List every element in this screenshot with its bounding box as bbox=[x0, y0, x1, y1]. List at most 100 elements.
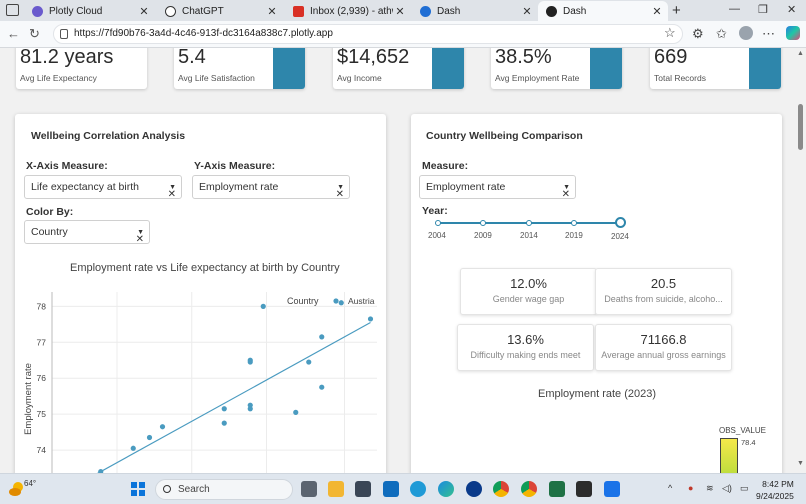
scatter-chart[interactable]: 737475767778Employment rateCountryAustri… bbox=[15, 274, 386, 473]
battery-icon[interactable]: ▭ bbox=[740, 483, 749, 493]
weather-icon[interactable] bbox=[8, 480, 26, 498]
slider-mark-label: 2009 bbox=[474, 231, 492, 240]
address-bar: ← ↻ https://7fd90b76-3a4d-4c46-913f-dc31… bbox=[0, 21, 806, 48]
chrome-icon[interactable] bbox=[493, 481, 509, 497]
bar-legend-title: OBS_VALUE bbox=[719, 426, 766, 435]
restore-icon[interactable]: ❐ bbox=[758, 4, 768, 16]
refresh-icon[interactable]: ↻ bbox=[29, 26, 40, 41]
copilot-icon[interactable] bbox=[786, 26, 800, 40]
kpi-accent-bar bbox=[749, 48, 781, 89]
clear-icon[interactable]: ✕ bbox=[561, 189, 570, 200]
close-tab-icon[interactable]: ✕ bbox=[139, 5, 149, 18]
tab-plotly-cloud[interactable]: Plotly Cloud ✕ bbox=[24, 1, 155, 21]
stat-label: Deaths from suicide, alcoho... bbox=[604, 294, 723, 304]
kpi-value: $14,652 bbox=[337, 48, 410, 68]
url-field[interactable]: https://7fd90b76-3a4d-4c46-913f-dc3164a8… bbox=[53, 24, 683, 44]
lock-icon bbox=[60, 29, 68, 39]
page-scrollbar[interactable]: ▲ ▼ bbox=[795, 48, 806, 473]
chevron-down-icon[interactable]: ▼ bbox=[337, 184, 344, 191]
extensions-icon[interactable]: ⚙ bbox=[692, 26, 704, 41]
docs-icon[interactable] bbox=[604, 481, 620, 497]
tray-overflow-icon[interactable]: ^ bbox=[668, 483, 673, 493]
tray-app-icon[interactable]: ● bbox=[688, 483, 694, 493]
chevron-down-icon[interactable]: ▼ bbox=[563, 184, 570, 191]
stat-label: Difficulty making ends meet bbox=[470, 350, 581, 360]
scroll-down-icon[interactable]: ▼ bbox=[797, 460, 804, 467]
minimize-icon[interactable]: — bbox=[729, 3, 740, 15]
clear-icon[interactable]: ✕ bbox=[335, 189, 344, 200]
y-axis-dropdown[interactable]: Employment rate ▼ ✕ bbox=[192, 175, 350, 200]
tab-actions-icon[interactable] bbox=[6, 4, 19, 16]
hp-icon[interactable] bbox=[466, 481, 482, 497]
year-slider[interactable]: 2004 2009 2014 2019 2024 bbox=[411, 214, 782, 244]
favorite-star-icon[interactable]: ☆ bbox=[664, 25, 676, 40]
kpi-accent-bar bbox=[432, 48, 464, 89]
y-tick-label: 75 bbox=[37, 409, 47, 419]
search-icon bbox=[163, 485, 171, 493]
tab-inbox[interactable]: Inbox (2,939) - athwikagad ✕ bbox=[285, 1, 411, 21]
wifi-icon[interactable]: ≋ bbox=[706, 483, 714, 493]
start-button[interactable] bbox=[131, 482, 145, 496]
close-tab-icon[interactable]: ✕ bbox=[267, 5, 277, 18]
chevron-down-icon[interactable]: ▼ bbox=[137, 229, 144, 236]
tab-dash-active[interactable]: Dash ✕ bbox=[538, 1, 668, 21]
stat-value: 20.5 bbox=[650, 276, 677, 291]
clear-icon[interactable]: ✕ bbox=[167, 189, 176, 200]
slider-mark-label: 2019 bbox=[565, 231, 583, 240]
slider-dot[interactable] bbox=[571, 220, 577, 226]
dashboard-page: 81.2 years Avg Life Expectancy 5.4 Avg L… bbox=[0, 48, 795, 473]
task-view-icon[interactable] bbox=[301, 481, 317, 497]
slider-mark-label: 2004 bbox=[428, 231, 446, 240]
store-icon[interactable] bbox=[355, 481, 371, 497]
date: 9/24/2025 bbox=[756, 491, 794, 501]
file-explorer-icon[interactable] bbox=[328, 481, 344, 497]
close-tab-icon[interactable]: ✕ bbox=[395, 5, 405, 18]
scatter-point bbox=[367, 316, 374, 322]
close-tab-icon[interactable]: ✕ bbox=[652, 5, 662, 18]
clear-icon[interactable]: ✕ bbox=[135, 234, 144, 245]
slider-handle[interactable] bbox=[615, 217, 626, 228]
tab-chatgpt[interactable]: ChatGPT ✕ bbox=[157, 1, 283, 21]
slider-mark-label: 2024 bbox=[611, 232, 629, 241]
volume-icon[interactable]: ◁) bbox=[722, 483, 732, 493]
help-icon[interactable] bbox=[410, 481, 426, 497]
terminal-icon[interactable] bbox=[576, 481, 592, 497]
scatter-point bbox=[130, 445, 136, 451]
slider-dot[interactable] bbox=[480, 220, 486, 226]
stat-value: 12.0% bbox=[510, 276, 547, 291]
more-menu-icon[interactable]: ⋯ bbox=[762, 26, 775, 41]
scroll-up-icon[interactable]: ▲ bbox=[797, 50, 804, 57]
scatter-point bbox=[98, 469, 104, 473]
chrome-profile-icon[interactable] bbox=[521, 481, 537, 497]
edge-icon[interactable] bbox=[438, 481, 454, 497]
color-by-dropdown[interactable]: Country ▼ ✕ bbox=[24, 220, 150, 245]
scatter-point bbox=[319, 384, 325, 390]
x-axis-dropdown[interactable]: Life expectancy at birth ▼ ✕ bbox=[24, 175, 182, 200]
clock[interactable]: 8:42 PM 9/24/2025 bbox=[756, 478, 794, 502]
taskbar-search[interactable]: Search bbox=[155, 479, 293, 500]
back-icon[interactable]: ← bbox=[7, 26, 20, 41]
kpi-value: 38.5% bbox=[495, 48, 552, 68]
kpi-label: Avg Life Satisfaction bbox=[178, 73, 255, 83]
outlook-icon[interactable] bbox=[383, 481, 399, 497]
close-tab-icon[interactable]: ✕ bbox=[522, 5, 532, 18]
kpi-card-employment: 38.5% Avg Employment Rate bbox=[491, 48, 622, 89]
profile-avatar-icon[interactable] bbox=[739, 26, 753, 40]
close-window-icon[interactable]: ✕ bbox=[787, 4, 797, 16]
favorites-icon[interactable]: ✩ bbox=[716, 26, 727, 41]
kpi-value: 5.4 bbox=[178, 48, 206, 68]
legend-title: Country bbox=[287, 296, 319, 306]
correlation-card: Wellbeing Correlation Analysis X-Axis Me… bbox=[15, 114, 386, 473]
scroll-thumb[interactable] bbox=[798, 104, 803, 150]
new-tab-icon[interactable]: + bbox=[672, 2, 681, 19]
temperature: 64° bbox=[24, 479, 37, 488]
measure-dropdown[interactable]: Employment rate ▼ ✕ bbox=[419, 175, 576, 200]
tab-dash[interactable]: Dash ✕ bbox=[412, 1, 538, 21]
excel-icon[interactable] bbox=[549, 481, 565, 497]
trendline bbox=[97, 322, 371, 473]
chevron-down-icon[interactable]: ▼ bbox=[169, 184, 176, 191]
slider-dot[interactable] bbox=[435, 220, 441, 226]
scatter-point bbox=[293, 409, 299, 415]
slider-dot[interactable] bbox=[526, 220, 532, 226]
kpi-accent-bar bbox=[590, 48, 622, 89]
